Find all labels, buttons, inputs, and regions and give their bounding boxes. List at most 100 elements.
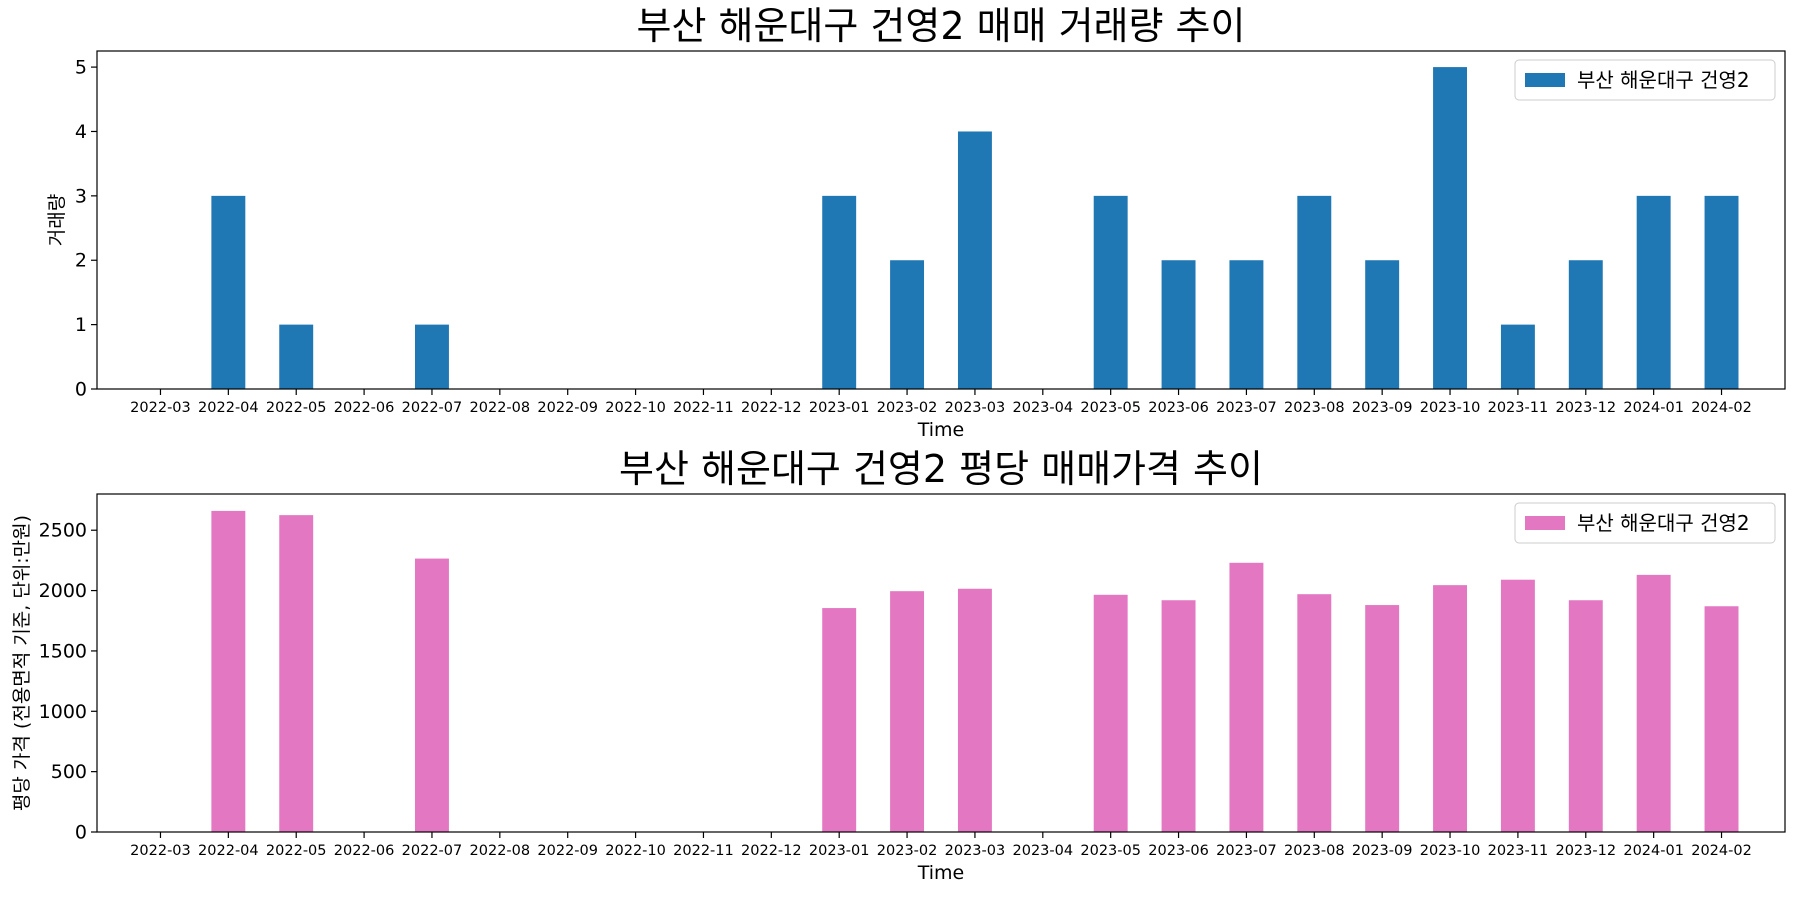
chart2-bar-2023-06 bbox=[1161, 600, 1196, 832]
chart2-x-tick-label: 2022-05 bbox=[266, 843, 327, 859]
chart1-y-tick-label: 0 bbox=[75, 379, 87, 401]
chart1-x-tick-label: 2022-06 bbox=[334, 400, 395, 416]
chart2-x-tick-label: 2024-02 bbox=[1691, 843, 1752, 859]
chart2-x-tick-label: 2023-08 bbox=[1284, 843, 1345, 859]
chart2-bar-2022-04 bbox=[211, 510, 246, 832]
chart2-y-tick-label: 0 bbox=[75, 822, 87, 844]
chart1-plot-frame bbox=[96, 50, 1786, 390]
chart2-x-tick-label: 2022-06 bbox=[334, 843, 395, 859]
chart1-bar-2023-03 bbox=[957, 131, 992, 389]
chart1-x-axis-label: Time bbox=[917, 419, 965, 441]
chart1-x-tick-label: 2023-06 bbox=[1148, 400, 1209, 416]
chart1-x-tick-label: 2023-02 bbox=[877, 400, 938, 416]
chart2-x-tick-label: 2023-05 bbox=[1080, 843, 1141, 859]
chart1-x-tick-label: 2022-07 bbox=[402, 400, 463, 416]
chart2-x-axis-label: Time bbox=[917, 862, 965, 884]
chart1-bar-2022-04 bbox=[211, 195, 246, 389]
chart1-bar-2022-05 bbox=[279, 324, 314, 389]
chart2-x-tick-label: 2023-11 bbox=[1488, 843, 1549, 859]
chart2-x-tick-label: 2023-03 bbox=[945, 843, 1006, 859]
chart1-x-tick-label: 2023-11 bbox=[1488, 400, 1549, 416]
chart2-legend-swatch bbox=[1525, 516, 1565, 530]
chart1-bar-2023-02 bbox=[890, 260, 925, 389]
chart2-x-tick-label: 2023-06 bbox=[1148, 843, 1209, 859]
chart1-x-tick-label: 2023-12 bbox=[1555, 400, 1616, 416]
chart1-legend-label: 부산 해운대구 건영2 bbox=[1577, 68, 1750, 92]
chart2-bar-2023-12 bbox=[1568, 600, 1603, 832]
chart1-bar-2024-02 bbox=[1704, 195, 1739, 389]
chart1-bar-2023-10 bbox=[1433, 67, 1468, 389]
chart2-x-tick-label: 2022-07 bbox=[402, 843, 463, 859]
chart1-bar-2023-07 bbox=[1229, 260, 1264, 389]
chart2-y-tick-label: 1500 bbox=[39, 640, 87, 662]
chart2-bar-2022-05 bbox=[279, 515, 314, 832]
chart1-y-tick-label: 3 bbox=[75, 185, 87, 207]
chart1-x-tick-label: 2022-10 bbox=[605, 400, 666, 416]
chart1-y-tick-label: 5 bbox=[75, 57, 87, 79]
chart2-x-tick-label: 2023-09 bbox=[1352, 843, 1413, 859]
chart1-x-tick-label: 2022-03 bbox=[130, 400, 191, 416]
chart1-bar-2023-08 bbox=[1297, 195, 1332, 389]
chart1-x-tick-label: 2023-01 bbox=[809, 400, 870, 416]
chart2-bar-2023-10 bbox=[1433, 585, 1468, 832]
chart2-x-tick-label: 2023-12 bbox=[1555, 843, 1616, 859]
chart2-x-tick-label: 2022-04 bbox=[198, 843, 259, 859]
chart1-y-tick-label: 4 bbox=[75, 121, 87, 143]
chart2-bar-2022-07 bbox=[414, 558, 449, 832]
chart2-x-tick-label: 2022-08 bbox=[470, 843, 531, 859]
chart2-plot-frame bbox=[96, 493, 1786, 833]
chart2-y-axis-label: 평당 가격 (전용면적 기준, 단위:만원) bbox=[11, 515, 33, 811]
chart1-x-tick-label: 2022-12 bbox=[741, 400, 802, 416]
chart2-x-tick-label: 2022-03 bbox=[130, 843, 191, 859]
chart1-x-tick-label: 2023-10 bbox=[1420, 400, 1481, 416]
chart2-x-tick-label: 2023-04 bbox=[1013, 843, 1074, 859]
chart2-bar-2023-09 bbox=[1365, 605, 1400, 832]
chart2-bar-2023-07 bbox=[1229, 562, 1264, 832]
chart2-x-tick-label: 2022-12 bbox=[741, 843, 802, 859]
chart2-bar-2024-01 bbox=[1636, 574, 1671, 832]
chart2-bar-2023-03 bbox=[957, 588, 992, 832]
chart2-bar-2023-11 bbox=[1500, 579, 1535, 832]
chart1-bar-2023-01 bbox=[822, 195, 857, 389]
chart1-y-axis-label: 거래량 bbox=[46, 194, 68, 246]
chart1-bar-2023-11 bbox=[1500, 324, 1535, 389]
chart2-y-tick-label: 500 bbox=[51, 761, 87, 783]
chart2-x-tick-label: 2022-10 bbox=[605, 843, 666, 859]
chart2-bar-2023-05 bbox=[1093, 594, 1128, 832]
chart2-x-tick-label: 2022-09 bbox=[537, 843, 598, 859]
chart2-y-tick-label: 2500 bbox=[39, 520, 87, 542]
chart2-bar-2023-08 bbox=[1297, 594, 1332, 832]
chart2-x-tick-label: 2023-10 bbox=[1420, 843, 1481, 859]
chart2-legend-box bbox=[1514, 502, 1776, 544]
chart1-legend-swatch bbox=[1525, 73, 1565, 87]
chart1-x-tick-label: 2023-08 bbox=[1284, 400, 1345, 416]
chart2-title: 부산 해운대구 건영2 평당 매매가격 추이 bbox=[619, 447, 1263, 491]
chart1-x-tick-label: 2022-04 bbox=[198, 400, 259, 416]
chart1-x-tick-label: 2023-03 bbox=[945, 400, 1006, 416]
chart2-bar-2023-01 bbox=[822, 608, 857, 832]
chart1-x-tick-label: 2023-09 bbox=[1352, 400, 1413, 416]
chart1-x-tick-label: 2022-09 bbox=[537, 400, 598, 416]
chart2-bar-2023-02 bbox=[890, 591, 925, 832]
chart1-x-tick-label: 2023-07 bbox=[1216, 400, 1277, 416]
chart2-x-tick-label: 2024-01 bbox=[1623, 843, 1684, 859]
chart2-x-tick-label: 2023-07 bbox=[1216, 843, 1277, 859]
chart1-x-tick-label: 2023-04 bbox=[1013, 400, 1074, 416]
chart1-bar-2024-01 bbox=[1636, 195, 1671, 389]
chart2-x-tick-label: 2023-02 bbox=[877, 843, 938, 859]
chart1-x-tick-label: 2022-05 bbox=[266, 400, 327, 416]
chart1-x-tick-label: 2022-11 bbox=[673, 400, 734, 416]
chart1-bar-2023-05 bbox=[1093, 195, 1128, 389]
chart1-bar-2022-07 bbox=[414, 324, 449, 389]
chart2-legend-label: 부산 해운대구 건영2 bbox=[1577, 511, 1750, 535]
chart1-bar-2023-09 bbox=[1365, 260, 1400, 389]
chart2-x-tick-label: 2023-01 bbox=[809, 843, 870, 859]
chart2-x-tick-label: 2022-11 bbox=[673, 843, 734, 859]
chart1-bar-2023-12 bbox=[1568, 260, 1603, 389]
chart1-x-tick-label: 2024-02 bbox=[1691, 400, 1752, 416]
chart1-bar-2023-06 bbox=[1161, 260, 1196, 389]
chart1-x-tick-label: 2024-01 bbox=[1623, 400, 1684, 416]
chart2-bar-2024-02 bbox=[1704, 606, 1739, 832]
